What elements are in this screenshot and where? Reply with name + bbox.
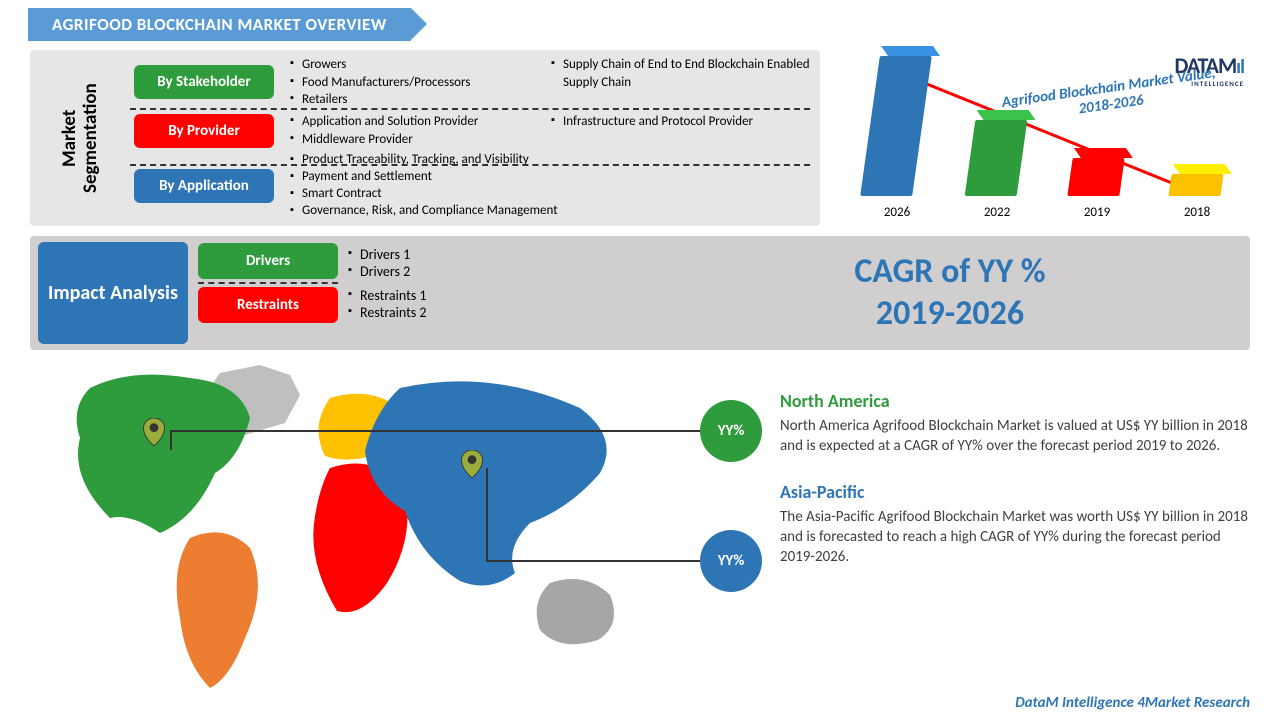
chart-bar xyxy=(965,120,1028,196)
callout-north-america: YY% xyxy=(700,400,762,462)
list-item: Growers xyxy=(290,56,551,74)
chevron-right-icon xyxy=(411,8,427,40)
chip-by-application: By Application xyxy=(134,169,274,203)
chart-bar-label: 2018 xyxy=(1162,205,1232,220)
title-banner: AGRIFOOD BLOCKCHAIN MARKET OVERVIEW xyxy=(28,8,427,40)
list-item: Drivers 2 xyxy=(348,263,648,280)
region-block-na: North America North America Agrifood Blo… xyxy=(780,390,1250,457)
connector-line xyxy=(170,430,700,432)
map-pin-icon xyxy=(140,418,168,446)
region-block-ap: Asia-Pacific The Asia-Pacific Agrifood B… xyxy=(780,481,1250,568)
page-title: AGRIFOOD BLOCKCHAIN MARKET OVERVIEW xyxy=(28,8,411,41)
list-item: Restraints 2 xyxy=(348,304,648,321)
region-south-america xyxy=(177,532,258,688)
list-item: Infrastructure and Protocol Provider xyxy=(551,113,812,131)
application-items: Product Traceability, Tracking, and Visi… xyxy=(284,152,812,220)
chart-bar-label: 2019 xyxy=(1062,205,1132,220)
connector-line xyxy=(486,560,700,562)
region-descriptions: North America North America Agrifood Blo… xyxy=(780,390,1250,591)
impact-chips: Drivers Restraints xyxy=(198,242,338,325)
list-item: Supply Chain of End to End Blockchain En… xyxy=(551,56,812,91)
list-item: Payment and Settlement xyxy=(290,169,812,186)
region-title-na: North America xyxy=(780,390,1250,412)
list-item: Governance, Risk, and Compliance Managem… xyxy=(290,203,812,220)
chip-by-stakeholder: By Stakeholder xyxy=(134,65,274,99)
list-item: Application and Solution Provider xyxy=(290,113,551,131)
list-item: Smart Contract xyxy=(290,186,812,203)
market-segmentation-panel: MarketSegmentation By Stakeholder Grower… xyxy=(30,50,820,226)
connector-line xyxy=(486,468,488,560)
dashed-divider xyxy=(130,164,810,166)
list-item: Retailers xyxy=(290,91,551,109)
segmentation-heading: MarketSegmentation xyxy=(38,56,124,220)
chart-bar-label: 2026 xyxy=(862,205,932,220)
list-item: Restraints 1 xyxy=(348,287,648,304)
chip-drivers: Drivers xyxy=(198,243,338,279)
provider-items: Application and Solution Provider Middle… xyxy=(284,113,812,149)
chip-by-provider: By Provider xyxy=(134,114,274,148)
impact-items: Drivers 1 Drivers 2 Restraints 1 Restrai… xyxy=(348,242,648,325)
region-desc-na: North America Agrifood Blockchain Market… xyxy=(780,416,1250,457)
list-item: Product Traceability, Tracking, and Visi… xyxy=(290,152,812,169)
map-pin-icon xyxy=(458,450,486,478)
impact-heading: Impact Analysis xyxy=(38,242,188,344)
market-value-chart: DATAMıl INTELLIGENCE Agrifood Blockchain… xyxy=(850,50,1250,226)
list-item: Food Manufacturers/Processors xyxy=(290,74,551,92)
callout-asia-pacific: YY% xyxy=(700,530,762,592)
region-desc-ap: The Asia-Pacific Agrifood Blockchain Mar… xyxy=(780,507,1250,568)
chart-bar xyxy=(1067,158,1124,196)
chart-bar xyxy=(860,56,932,196)
stakeholder-items: Growers Food Manufacturers/Processors Re… xyxy=(284,56,812,109)
dashed-divider xyxy=(130,108,810,110)
cagr-text: CAGR of YY %2019-2026 xyxy=(658,242,1242,344)
world-map xyxy=(30,358,670,688)
region-north-america xyxy=(77,375,250,533)
list-item: Drivers 1 xyxy=(348,246,648,263)
chart-bar-label: 2022 xyxy=(962,205,1032,220)
chart-bar xyxy=(1168,174,1223,196)
region-title-ap: Asia-Pacific xyxy=(780,481,1250,503)
footer-credit: DataM Intelligence 4Market Research xyxy=(1015,694,1250,712)
region-australia xyxy=(537,579,614,644)
connector-line xyxy=(170,430,172,450)
impact-analysis-panel: Impact Analysis Drivers Restraints Drive… xyxy=(30,236,1250,350)
dashed-divider xyxy=(198,282,338,284)
chip-restraints: Restraints xyxy=(198,287,338,323)
list-item: Middleware Provider xyxy=(290,131,551,149)
